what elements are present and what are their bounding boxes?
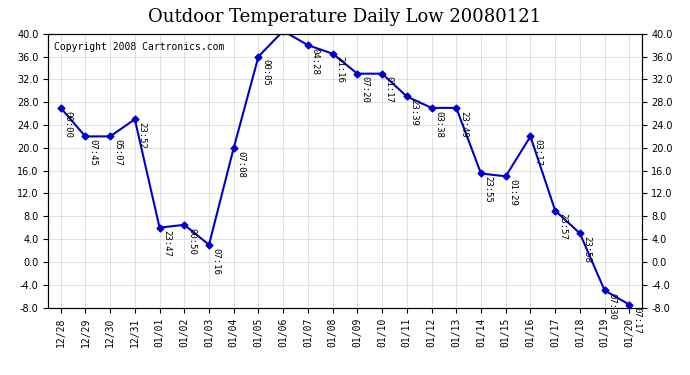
- Text: 01:29: 01:29: [509, 179, 518, 206]
- Text: 23:52: 23:52: [137, 122, 146, 149]
- Text: 07:30: 07:30: [607, 293, 616, 320]
- Text: 07:16: 07:16: [212, 248, 221, 274]
- Text: 21:16: 21:16: [335, 57, 344, 83]
- Text: 23:47: 23:47: [162, 230, 171, 257]
- Text: 00:50: 00:50: [187, 228, 196, 255]
- Text: 23:58: 23:58: [582, 236, 591, 263]
- Text: 05:07: 05:07: [113, 139, 122, 166]
- Text: 23:57: 23:57: [558, 213, 567, 240]
- Text: Outdoor Temperature Daily Low 20080121: Outdoor Temperature Daily Low 20080121: [148, 8, 542, 26]
- Text: 23:49: 23:49: [459, 111, 468, 138]
- Text: 23:39: 23:39: [410, 99, 419, 126]
- Text: 04:28: 04:28: [310, 48, 319, 75]
- Text: 00:00: 00:00: [63, 111, 72, 138]
- Text: 23:55: 23:55: [484, 176, 493, 203]
- Text: 00:05: 00:05: [262, 59, 270, 86]
- Text: 00:06: 00:06: [0, 374, 1, 375]
- Text: 07:08: 07:08: [237, 151, 246, 177]
- Text: 03:38: 03:38: [434, 111, 443, 138]
- Text: Copyright 2008 Cartronics.com: Copyright 2008 Cartronics.com: [55, 42, 225, 52]
- Text: 07:17: 07:17: [632, 308, 641, 334]
- Text: 01:17: 01:17: [385, 76, 394, 104]
- Text: 07:20: 07:20: [360, 76, 369, 104]
- Text: 03:17: 03:17: [533, 139, 542, 166]
- Text: 07:45: 07:45: [88, 139, 97, 166]
